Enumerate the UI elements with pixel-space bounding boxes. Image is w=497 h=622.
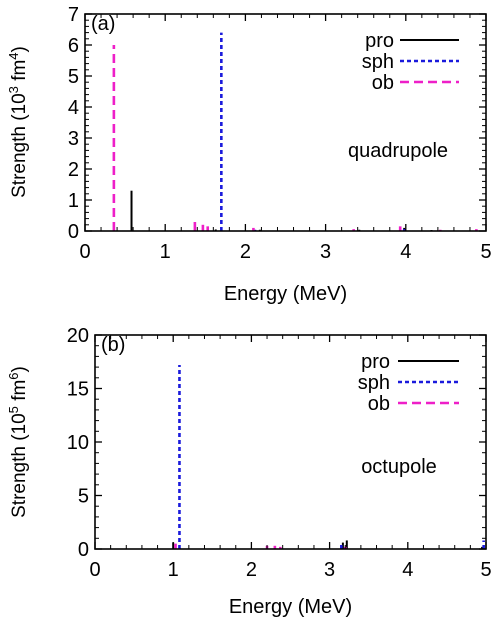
y-tick-label: 1 xyxy=(68,190,79,212)
y-axis-label: Strength (105 fm6) xyxy=(6,366,30,518)
y-axis-label-end: ) xyxy=(9,366,30,372)
x-tick-label: 2 xyxy=(246,559,257,581)
x-tick-label: 1 xyxy=(160,241,171,263)
y-axis-label-main: Strength (10 xyxy=(9,93,30,198)
y-tick-label: 0 xyxy=(78,539,89,561)
y-axis-label-mid: fm xyxy=(9,380,30,406)
y-tick-label: 6 xyxy=(68,35,79,57)
x-axis-label: Energy (MeV) xyxy=(229,596,352,618)
y-axis-label-exp2: 4 xyxy=(6,52,21,59)
x-tick-label: 5 xyxy=(480,241,491,263)
y-axis-label-mid: fm xyxy=(9,60,30,86)
x-tick-label: 0 xyxy=(79,241,90,263)
x-tick-label: 3 xyxy=(324,559,335,581)
x-tick-label: 2 xyxy=(240,241,251,263)
annotation-label: octupole xyxy=(361,456,437,478)
legend-label-pro: pro xyxy=(361,351,390,373)
y-tick-label: 20 xyxy=(67,325,89,347)
x-tick-label: 1 xyxy=(168,559,179,581)
legend-label-sph: sph xyxy=(362,51,394,73)
y-axis-label-exp1: 5 xyxy=(6,406,21,413)
y-axis-label-exp2: 6 xyxy=(6,372,21,379)
y-tick-label: 15 xyxy=(67,379,89,401)
legend-label-sph: sph xyxy=(358,372,390,394)
y-tick-label: 7 xyxy=(68,4,79,26)
x-tick-label: 4 xyxy=(402,559,413,581)
y-tick-label: 5 xyxy=(68,66,79,88)
panel-label: (a) xyxy=(91,13,115,35)
y-tick-label: 3 xyxy=(68,128,79,150)
plot-frame xyxy=(84,13,487,232)
x-tick-label: 5 xyxy=(480,559,491,581)
legend-label-pro: pro xyxy=(365,30,394,52)
y-tick-label: 2 xyxy=(68,159,79,181)
y-tick-label: 4 xyxy=(68,97,79,119)
x-tick-label: 3 xyxy=(320,241,331,263)
y-tick-label: 10 xyxy=(67,432,89,454)
y-tick-label: 0 xyxy=(68,221,79,243)
annotation-label: quadrupole xyxy=(348,140,448,162)
legend-label-ob: ob xyxy=(372,72,394,94)
x-tick-label: 0 xyxy=(89,559,100,581)
y-axis-label-end: ) xyxy=(9,46,30,52)
y-axis-label: Strength (103 fm4) xyxy=(6,46,30,198)
y-axis-label-exp1: 3 xyxy=(6,86,21,93)
x-axis-label: Energy (MeV) xyxy=(224,283,347,305)
x-tick-label: 4 xyxy=(400,241,411,263)
y-axis-label-main: Strength (10 xyxy=(9,413,30,518)
plot-frame xyxy=(94,334,487,550)
y-tick-label: 5 xyxy=(78,486,89,508)
panel-label: (b) xyxy=(101,334,125,356)
legend-label-ob: ob xyxy=(368,393,390,415)
